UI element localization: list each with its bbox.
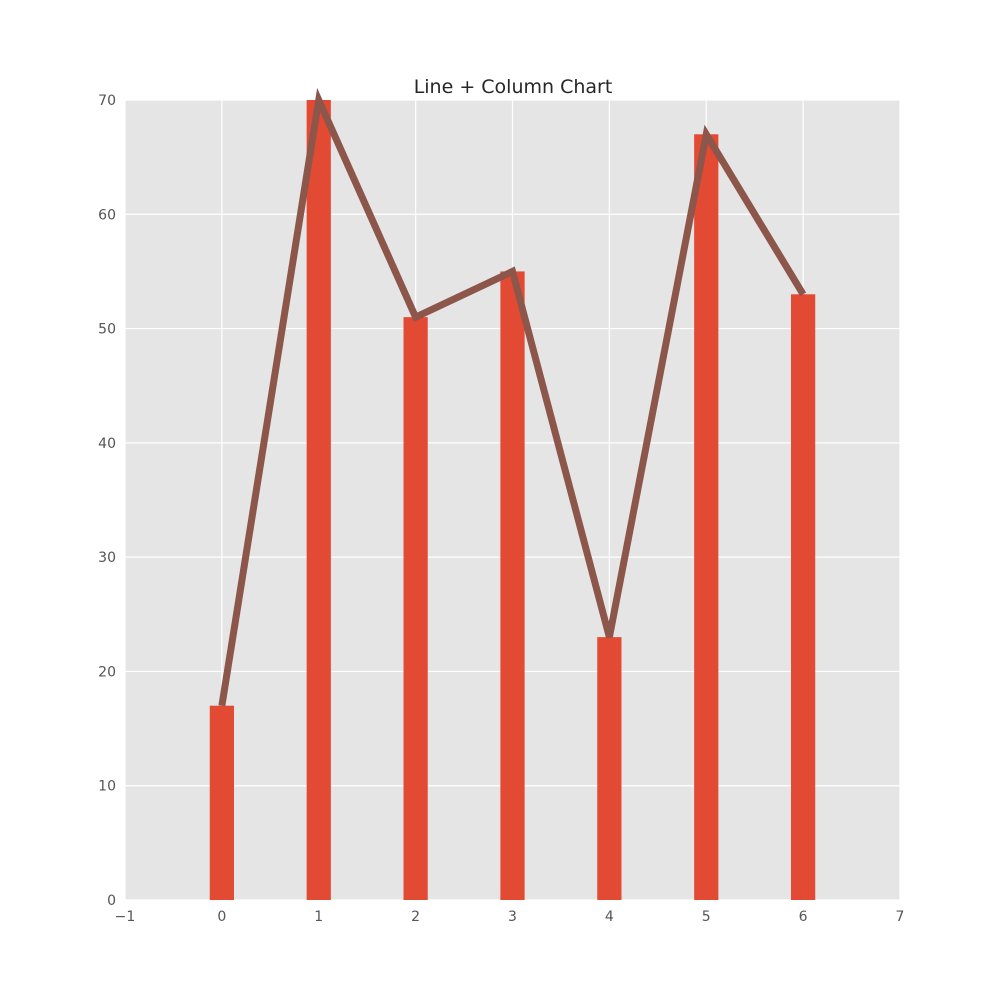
y-tick-label: 0 — [107, 893, 116, 909]
chart-title: Line + Column Chart — [414, 76, 613, 98]
x-tick-label: −1 — [115, 909, 136, 925]
bar-series — [209, 100, 816, 901]
y-tick-label: 70 — [98, 93, 116, 109]
x-tick-label: 2 — [411, 909, 420, 925]
line-series — [218, 87, 807, 707]
x-tick-label: 5 — [702, 909, 711, 925]
bar — [306, 100, 331, 900]
line-path — [218, 87, 807, 707]
bar — [694, 134, 719, 901]
x-tick-label: 6 — [799, 909, 808, 925]
x-tick-label: 7 — [896, 909, 905, 925]
bar — [209, 705, 234, 900]
bar — [597, 637, 622, 900]
y-tick-label: 20 — [98, 664, 116, 680]
bar — [403, 317, 428, 901]
y-tick-label: 10 — [98, 779, 116, 795]
bar — [791, 294, 816, 900]
x-tick-label: 0 — [217, 909, 226, 925]
x-tick-label: 1 — [314, 909, 323, 925]
x-tick-label: 4 — [605, 909, 614, 925]
y-tick-label: 40 — [98, 436, 116, 452]
y-tick-label: 30 — [98, 550, 116, 566]
bar — [500, 271, 525, 900]
y-tick-label: 60 — [98, 207, 116, 223]
x-tick-label: 3 — [508, 909, 517, 925]
y-tick-label: 50 — [98, 322, 116, 338]
